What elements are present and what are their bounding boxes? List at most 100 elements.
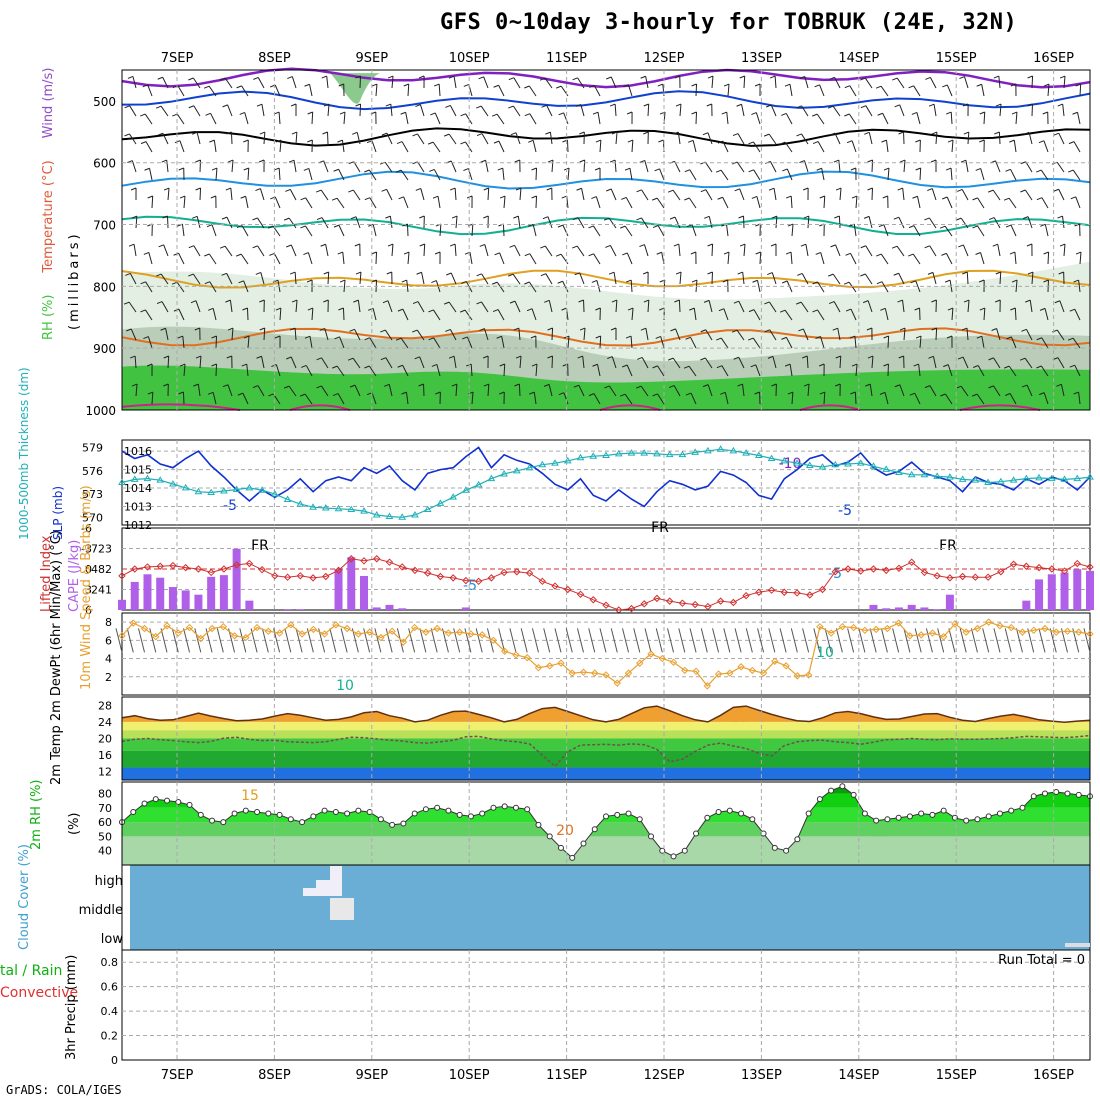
thickness-marker [220, 487, 228, 494]
thickness-marker [729, 446, 738, 454]
wind-barb [1043, 392, 1049, 405]
rh2m-marker [220, 819, 227, 826]
wind-barb [625, 197, 633, 209]
wind-barb [352, 189, 361, 201]
wind-barb-flag [412, 161, 418, 165]
wind-barb-flag [912, 195, 918, 199]
wind-barb [419, 356, 425, 369]
wind-barb-flag [786, 195, 792, 199]
wind-barb [657, 225, 665, 237]
cape-bar [894, 607, 903, 610]
wind-barb-flag [364, 337, 370, 341]
wind-barb [736, 329, 745, 341]
precip-tick-label: 0.8 [101, 956, 119, 969]
li-marker [1048, 565, 1056, 573]
wind-barb-flag [818, 363, 825, 367]
wind10-marker [669, 658, 678, 666]
wind-barb-flag [591, 279, 598, 283]
temp-tick-label: 24 [98, 716, 112, 729]
wind-barb [738, 300, 745, 313]
wind-barb-flag [700, 357, 706, 361]
wind-barb [481, 273, 489, 285]
rh2m-marker [231, 810, 238, 817]
wind-barb [1075, 196, 1081, 209]
wind-barb-flag [387, 243, 394, 247]
wind-barb-flag [191, 131, 198, 135]
wind10-marker [602, 671, 610, 679]
wind-barb [962, 244, 969, 257]
wind10-barb [138, 628, 145, 653]
wind-barb [547, 216, 553, 229]
wind-barb-flag [561, 307, 567, 311]
isotherm-line [121, 127, 1091, 147]
wind-barb-flag [867, 187, 873, 191]
wind-barb-flag [178, 167, 184, 171]
wind-barb [624, 225, 633, 237]
cape-bar [1047, 574, 1056, 610]
wind10-marker [433, 624, 441, 633]
wind-barb-flag [611, 299, 618, 303]
wind-barb [167, 188, 170, 201]
li-marker [1009, 560, 1018, 568]
wind-barb-flag [715, 169, 722, 173]
wind-barb [165, 328, 169, 341]
wind10-barb [441, 628, 449, 653]
wind-barb-flag [1040, 223, 1046, 227]
rh2m-marker [839, 783, 846, 790]
rh2m-marker [1075, 791, 1082, 798]
wind10-barb [757, 628, 765, 653]
wind-barb [850, 253, 857, 265]
wind-barb [1040, 169, 1049, 181]
wind-barb [288, 385, 297, 397]
wind-barb-flag [605, 244, 611, 248]
wind-barb [308, 168, 313, 181]
cape-bar [372, 607, 381, 610]
wind10-barb [509, 628, 517, 653]
wind-barb-flag [1003, 197, 1010, 201]
wind-barb [196, 216, 201, 229]
cloud-middle-patch [330, 898, 354, 920]
wind-barb [769, 329, 777, 341]
wind-barb [753, 309, 761, 321]
wind-barb-flag [751, 112, 757, 116]
wind-barb [615, 132, 618, 145]
wind-barb-flag [659, 307, 665, 311]
rh2m-marker [287, 816, 294, 823]
rh-tick-label: 80 [98, 787, 112, 800]
rh2m-marker [929, 811, 936, 818]
wind-barb [531, 308, 537, 321]
thickness-marker [818, 463, 827, 470]
wind-barb [775, 215, 778, 229]
thickness-marker [283, 495, 292, 502]
wind-barb-flag [643, 299, 650, 303]
wind-barb-flag [863, 215, 870, 219]
wind-barb-flag [147, 391, 154, 395]
wind-barb-flag [371, 251, 377, 255]
wind-barb [981, 336, 985, 349]
wind-barb-flag [946, 335, 953, 339]
wind10-barb [520, 628, 528, 653]
li-marker [500, 568, 508, 577]
wind-barb-flag [334, 336, 340, 340]
wind-barb-flag [338, 83, 344, 87]
wind-barb [705, 329, 713, 341]
wind-barb [848, 281, 857, 293]
wind-barb-flag [493, 140, 500, 144]
rh2m-marker [1064, 790, 1071, 797]
wind-barb-flag [924, 217, 930, 221]
wind-barb [448, 301, 457, 313]
cape-tick-label: 241 [91, 584, 112, 597]
li-marker [347, 555, 355, 563]
wind-barb-flag [733, 356, 739, 360]
rh2m-marker [704, 814, 711, 821]
wind-barb-flag [499, 195, 506, 199]
wind-barb-flag [1009, 251, 1016, 255]
wind-barb-flag [988, 385, 994, 389]
wind-barb [835, 244, 841, 257]
wind10-marker [928, 629, 937, 637]
precip-tick-label: 0.2 [101, 1030, 119, 1043]
wind10-marker [140, 624, 149, 633]
wind-barb [918, 364, 921, 377]
wind-barb [529, 113, 537, 125]
wind-barb-flag [128, 243, 135, 247]
